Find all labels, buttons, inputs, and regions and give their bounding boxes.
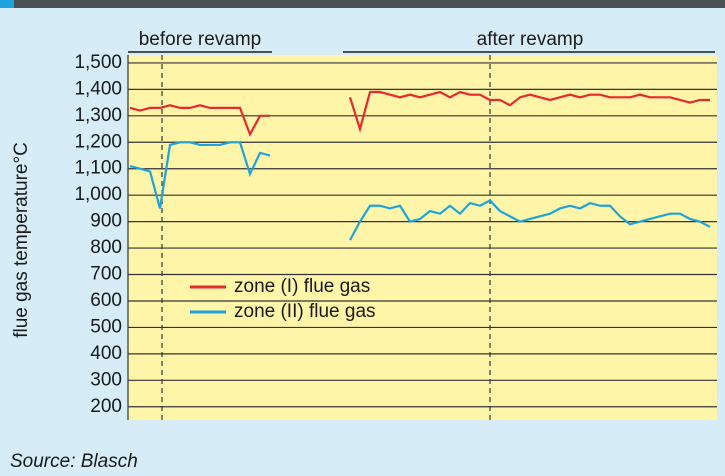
series-line [129, 104, 270, 137]
source: Source: Blasch [10, 451, 138, 472]
y-tick-label: 1,300 [74, 105, 122, 126]
y-tick-label: 300 [90, 369, 122, 390]
y-tick-label: 800 [90, 237, 122, 258]
legend-label: zone (I) flue gas [234, 276, 370, 297]
y-tick-label: 1,500 [74, 52, 122, 73]
y-tick-label: 500 [90, 316, 122, 337]
y-tick-label: 1,200 [74, 131, 122, 152]
y-tick-label: 1,000 [74, 184, 122, 205]
y-tick-label: 200 [90, 396, 122, 417]
y-tick-label: 1,400 [74, 78, 122, 99]
series-line [129, 141, 271, 209]
top-bar [0, 0, 725, 8]
top-bar-accent [0, 0, 14, 8]
header-label: before revamp [139, 29, 262, 50]
series-line [349, 199, 711, 241]
y-axis-label: flue gas temperature°C [11, 142, 32, 338]
plot-area [128, 55, 717, 420]
header-label: after revamp [477, 29, 584, 50]
series-line [348, 90, 710, 133]
y-tick-label: 1,100 [74, 158, 122, 179]
y-tick-label: 900 [90, 211, 122, 232]
y-tick-label: 400 [90, 343, 122, 364]
y-tick-label: 700 [90, 264, 122, 285]
legend-label: zone (II) flue gas [234, 301, 376, 322]
y-tick-label: 600 [90, 290, 122, 311]
